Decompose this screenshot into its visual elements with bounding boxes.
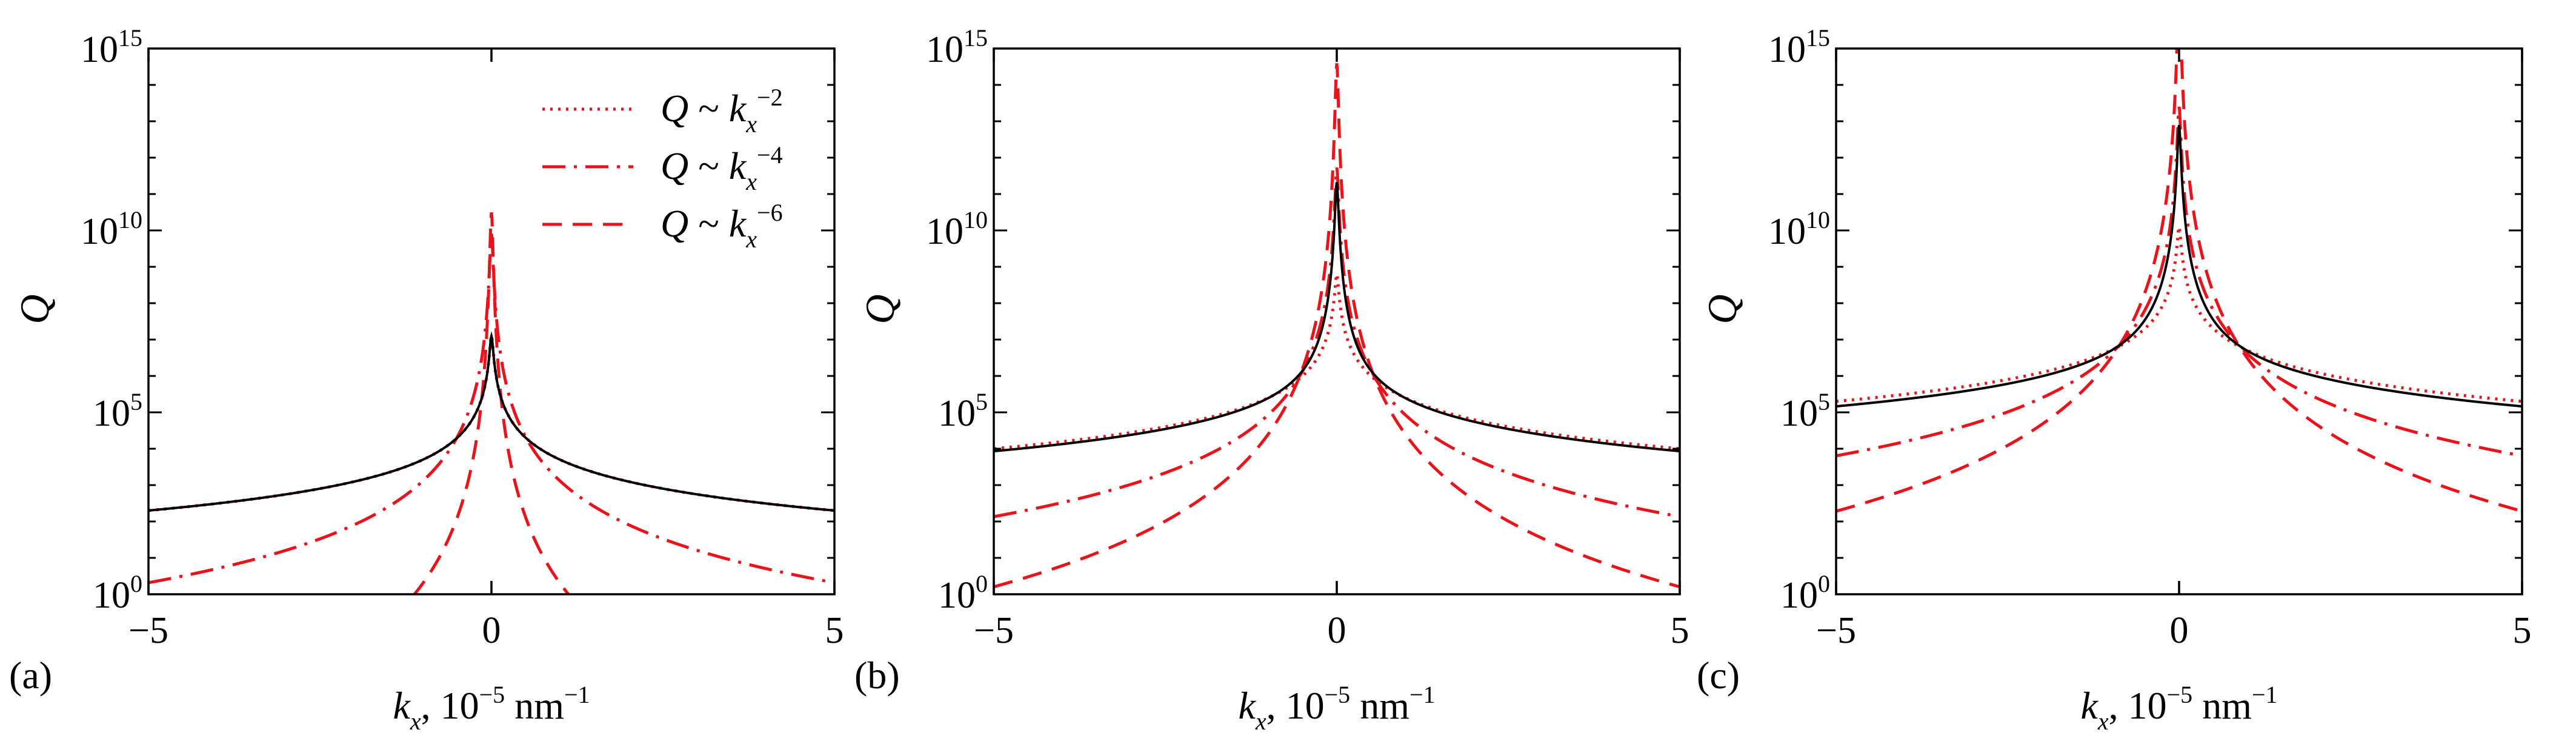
x-tick-label: 5 xyxy=(2513,610,2532,651)
series-q-kx-2 xyxy=(994,268,1680,451)
series-q-kx-4 xyxy=(1836,106,2522,458)
y-tick-label: 105 xyxy=(938,388,988,434)
plot-frame xyxy=(993,47,1681,595)
legend-item: Q ~ kx−6 xyxy=(542,199,783,253)
panel-letter: (a) xyxy=(9,654,52,697)
series-q-kx-6 xyxy=(1836,49,2522,513)
panel-a: −5 0 5 100 105 1010 1015 Qkx, 10−5 nm−1 (a) Q ~ k… xyxy=(9,24,844,735)
series-exact xyxy=(1836,124,2522,408)
panels: −5 0 5 100 105 1010 1015 Qkx, 10−5 nm−1 (a) Q ~ k… xyxy=(9,24,2532,735)
y-tick-label: 1010 xyxy=(1768,206,1830,252)
y-axis-label: Q xyxy=(857,294,903,324)
y-tick-label: 1015 xyxy=(926,24,988,70)
y-tick-label: 105 xyxy=(1780,388,1830,434)
x-tick-label: −5 xyxy=(1816,610,1856,651)
series-q-kx-6 xyxy=(994,63,1680,589)
y-tick-label: 100 xyxy=(1780,570,1830,616)
series-exact xyxy=(148,331,834,512)
panel-c: −5 0 5 100 105 1010 1015 Qkx, 10−5 nm−1 (c) xyxy=(1697,24,2532,735)
series-q-kx-2 xyxy=(1836,221,2522,403)
y-tick-label: 100 xyxy=(938,570,988,616)
x-tick-label: 5 xyxy=(1671,610,1689,651)
x-axis-label: kx, 10−5 nm−1 xyxy=(1238,681,1435,735)
panel-letter: (c) xyxy=(1697,654,1740,697)
x-tick-label: 0 xyxy=(482,610,501,651)
legend: Q ~ kx−2Q ~ kx−4Q ~ kx−6 xyxy=(542,84,783,253)
x-tick-label: 0 xyxy=(2170,610,2189,651)
y-tick-label: 1010 xyxy=(81,206,142,252)
y-axis-label: Q xyxy=(12,294,58,324)
plot-frame xyxy=(147,47,836,595)
legend-label: Q ~ kx−6 xyxy=(661,199,783,253)
x-axis-label: kx, 10−5 nm−1 xyxy=(2080,681,2277,735)
series-q-kx-4 xyxy=(994,167,1680,518)
series-q-kx-6 xyxy=(412,212,571,594)
legend-item: Q ~ kx−4 xyxy=(542,141,783,195)
y-axis-label: Q xyxy=(1699,294,1745,324)
curves xyxy=(1836,49,2522,513)
y-tick-label: 105 xyxy=(93,388,142,434)
y-tick-label: 1010 xyxy=(926,206,988,252)
legend-item: Q ~ kx−2 xyxy=(542,84,783,138)
x-tick-label: −5 xyxy=(128,610,168,651)
y-tick-label: 1015 xyxy=(1768,24,1830,70)
x-tick-label: 0 xyxy=(1328,610,1346,651)
series-q-kx-2 xyxy=(148,330,834,512)
series-q-kx-4 xyxy=(148,233,834,585)
x-tick-label: −5 xyxy=(974,610,1014,651)
legend-label: Q ~ kx−4 xyxy=(661,141,783,195)
y-tick-label: 1015 xyxy=(81,24,142,70)
legend-label: Q ~ kx−2 xyxy=(661,84,783,138)
curves xyxy=(994,63,1680,589)
curves xyxy=(148,212,834,594)
y-tick-label: 100 xyxy=(93,570,142,616)
x-tick-label: 5 xyxy=(825,610,844,651)
panel-b: −5 0 5 100 105 1010 1015 Qkx, 10−5 nm−1 (b) xyxy=(854,24,1689,735)
x-axis-label: kx, 10−5 nm−1 xyxy=(393,681,590,735)
series-exact xyxy=(994,182,1680,453)
panel-letter: (b) xyxy=(854,654,900,697)
